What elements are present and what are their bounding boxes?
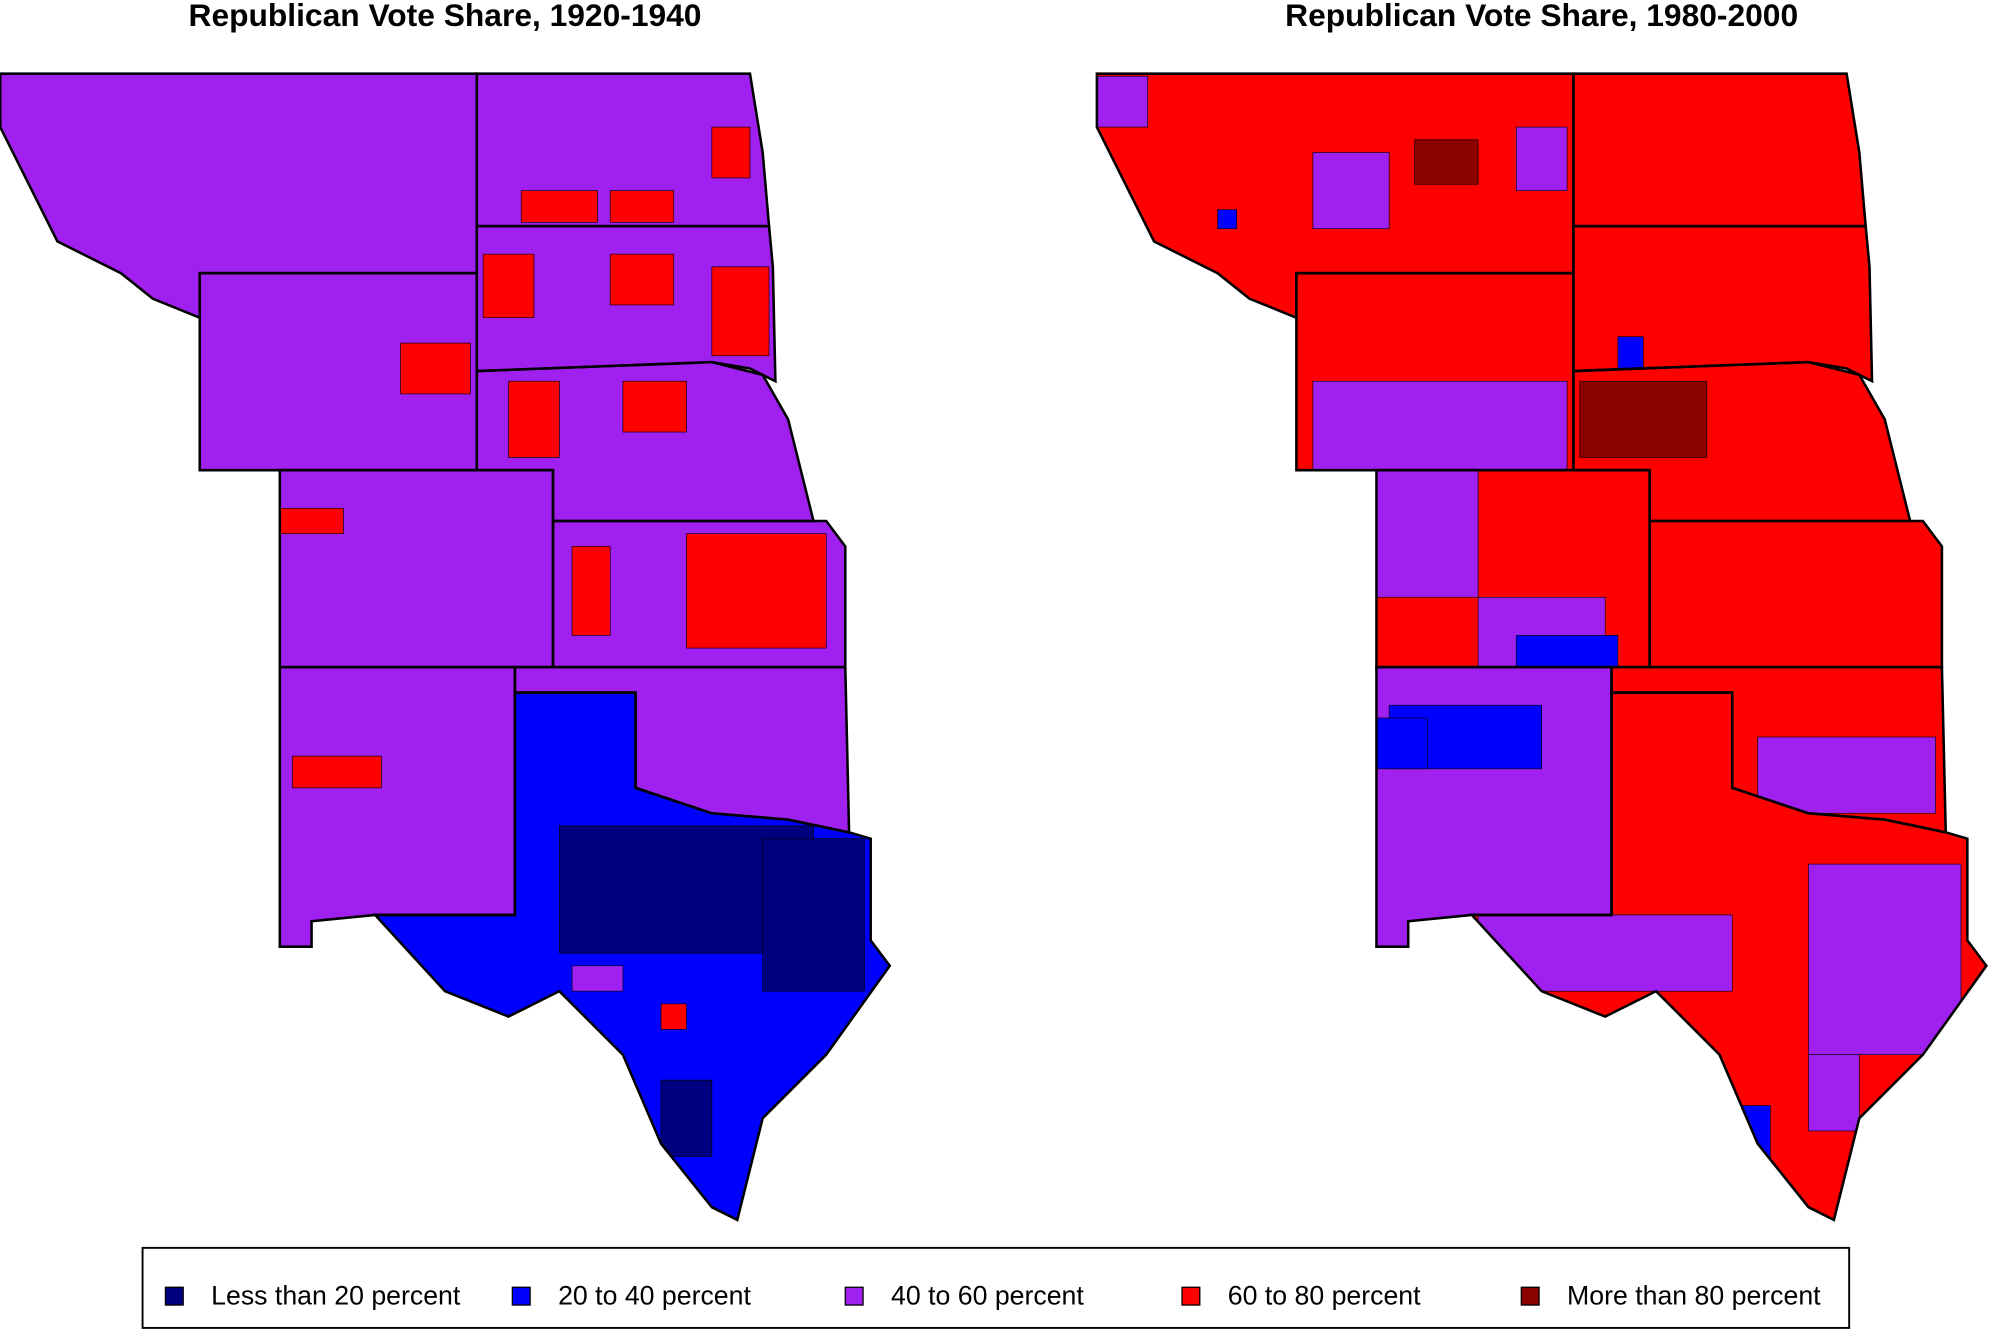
legend-swatch bbox=[511, 1286, 531, 1306]
county-group bbox=[711, 266, 770, 357]
legend-label: 40 to 60 percent bbox=[891, 1280, 1084, 1310]
state-fill bbox=[199, 273, 477, 471]
state-border bbox=[278, 665, 517, 948]
county-group bbox=[660, 1003, 687, 1030]
legend-label: 20 to 40 percent bbox=[558, 1280, 751, 1310]
state-fill bbox=[279, 470, 554, 668]
state-fill bbox=[375, 692, 890, 1220]
legend-box bbox=[141, 1246, 1851, 1329]
state-fill bbox=[279, 667, 515, 947]
county-group bbox=[400, 342, 471, 395]
state-border bbox=[475, 72, 771, 228]
county-group bbox=[279, 507, 344, 535]
county-group bbox=[622, 380, 687, 433]
legend-swatch bbox=[1181, 1286, 1201, 1306]
county-group bbox=[292, 755, 382, 789]
county-group bbox=[571, 546, 611, 636]
county-group bbox=[1757, 736, 1936, 814]
county-group bbox=[1719, 1105, 1771, 1208]
county-group bbox=[711, 126, 751, 179]
county-group bbox=[1808, 863, 1962, 1056]
county-group bbox=[1376, 470, 1479, 598]
county-group bbox=[1477, 914, 1733, 992]
state-fill bbox=[514, 667, 850, 833]
county-group bbox=[1579, 380, 1708, 458]
county-group bbox=[1515, 635, 1619, 668]
legend-swatch bbox=[1520, 1286, 1540, 1306]
county-group bbox=[1096, 75, 1149, 128]
state-border bbox=[1648, 519, 1944, 669]
legend-swatch bbox=[164, 1286, 184, 1306]
legend-label: 60 to 80 percent bbox=[1228, 1280, 1421, 1310]
state-fill bbox=[476, 362, 814, 522]
state-border bbox=[551, 519, 847, 669]
county-group bbox=[1376, 717, 1428, 770]
county-group bbox=[1808, 1054, 1860, 1132]
map bbox=[0, 72, 892, 1222]
county-group bbox=[609, 190, 675, 223]
county-group bbox=[571, 965, 624, 992]
county-group bbox=[762, 838, 865, 992]
state-border bbox=[1468, 691, 1988, 1222]
county-group bbox=[1312, 152, 1390, 230]
county-group bbox=[686, 533, 827, 649]
state-fill bbox=[0, 73, 477, 318]
legend-swatch bbox=[844, 1286, 864, 1306]
state-fill bbox=[1649, 521, 1942, 668]
county-group bbox=[1217, 209, 1237, 230]
map-title: Republican Vote Share, 1980-2000 bbox=[1285, 0, 1798, 33]
state-fill bbox=[1573, 226, 1873, 382]
county-group bbox=[520, 190, 598, 223]
state-border bbox=[1572, 72, 1868, 228]
county-group bbox=[1414, 139, 1479, 185]
map bbox=[1095, 72, 1988, 1222]
state-fill bbox=[1573, 73, 1866, 227]
legend-label: Less than 20 percent bbox=[211, 1280, 461, 1310]
state-fill bbox=[476, 73, 770, 227]
county-group bbox=[1515, 126, 1568, 191]
state-border bbox=[1375, 665, 1613, 948]
map-title: Republican Vote Share, 1920-1940 bbox=[189, 0, 702, 33]
state-border bbox=[372, 691, 892, 1222]
county-group bbox=[609, 253, 675, 306]
county-group bbox=[1312, 380, 1568, 471]
legend: Less than 20 percent 20 to 40 percent 40 t… bbox=[164, 1280, 1821, 1310]
county-group bbox=[508, 380, 560, 458]
legend-label: More than 80 percent bbox=[1567, 1280, 1821, 1310]
county-group bbox=[482, 253, 535, 319]
county-group bbox=[660, 1079, 713, 1157]
